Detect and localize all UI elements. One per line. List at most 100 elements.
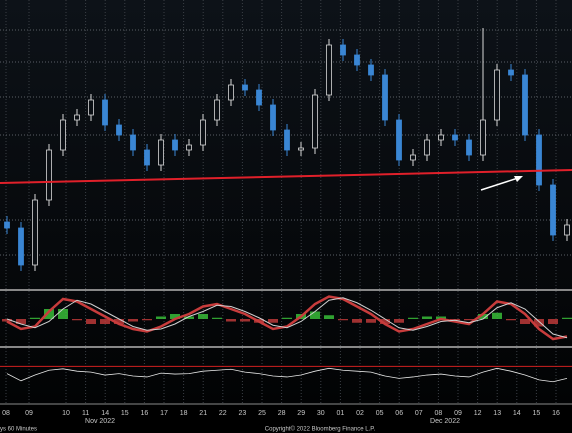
- candle-body: [74, 114, 80, 121]
- histogram-bar: [156, 316, 166, 319]
- annotation-arrow: [480, 176, 523, 191]
- histogram-bar: [16, 319, 26, 324]
- x-tick-label: 15: [121, 410, 129, 417]
- candle-body: [256, 89, 262, 106]
- month-label: Nov 2022: [85, 418, 115, 425]
- candle-body: [284, 129, 290, 151]
- signal-line: [6, 297, 568, 339]
- histogram-bar: [114, 319, 124, 324]
- x-tick-label: 05: [376, 410, 384, 417]
- candle-body: [172, 139, 178, 151]
- x-tick-label: 30: [317, 410, 325, 417]
- candle-body: [144, 149, 150, 166]
- x-tick-label: 13: [493, 410, 501, 417]
- histogram-bar: [44, 309, 54, 319]
- candle-body: [200, 119, 206, 146]
- histogram-bar: [366, 319, 376, 323]
- x-tick-label: 15: [533, 410, 541, 417]
- histogram-bar: [100, 319, 110, 324]
- x-tick-label: 16: [552, 410, 560, 417]
- histogram-bar: [534, 319, 544, 327]
- x-tick-label: 17: [160, 410, 168, 417]
- histogram-bar: [268, 319, 278, 323]
- histogram-bar: [128, 319, 138, 322]
- x-tick-label: 10: [62, 410, 70, 417]
- trendline: [0, 169, 572, 184]
- histogram-bar: [226, 319, 236, 322]
- histogram-bar: [562, 317, 572, 319]
- x-tick-label: 16: [141, 410, 149, 417]
- x-tick-label: 22: [219, 410, 227, 417]
- candle-body: [46, 149, 52, 201]
- histogram-bar: [520, 319, 530, 324]
- candle-body: [452, 134, 458, 141]
- candle-body: [522, 74, 528, 136]
- candle-body: [382, 74, 388, 121]
- x-tick-label: 11: [82, 410, 89, 417]
- histogram-bar: [408, 317, 418, 319]
- candle-body: [480, 119, 486, 156]
- candle-body: [536, 134, 542, 186]
- histogram-bar: [240, 319, 250, 322]
- x-tick-label: 08: [435, 410, 443, 417]
- x-tick-label: 08: [2, 410, 10, 417]
- candle-body: [354, 54, 360, 66]
- candle-body: [494, 69, 500, 121]
- candle-body: [214, 99, 220, 121]
- histogram-bar: [324, 315, 334, 319]
- x-tick-label: 21: [199, 410, 207, 417]
- histogram-bar: [492, 312, 502, 319]
- candle-body: [424, 139, 430, 156]
- histogram-bar: [422, 316, 432, 319]
- histogram-bar: [142, 319, 152, 321]
- histogram-bar: [464, 319, 474, 321]
- histogram-bar: [506, 319, 516, 321]
- x-tick-label: 18: [180, 410, 188, 417]
- plot-background: [0, 0, 572, 405]
- candle-body: [116, 124, 122, 136]
- x-tick-label: 09: [25, 410, 33, 417]
- month-label: Dec 2022: [430, 418, 460, 425]
- x-tick-label: 14: [101, 410, 109, 417]
- x-tick-label: 02: [356, 410, 364, 417]
- candle-body: [130, 134, 136, 151]
- macd-line: [6, 295, 568, 341]
- candle-body: [340, 44, 346, 56]
- candle-body: [564, 224, 570, 236]
- histogram-bar: [184, 316, 194, 319]
- histogram-bar: [282, 317, 292, 319]
- candle-body: [326, 44, 332, 96]
- candle-body: [186, 144, 192, 151]
- x-tick-label: 28: [278, 410, 286, 417]
- candle-body: [312, 94, 318, 149]
- x-tick-label: 25: [258, 410, 266, 417]
- histogram-bar: [352, 319, 362, 323]
- candle-body: [158, 139, 164, 166]
- x-tick-label: 01: [337, 410, 345, 417]
- histogram-bar: [212, 317, 222, 319]
- candle-body: [228, 84, 234, 101]
- x-tick-label: 06: [395, 410, 403, 417]
- candle-body: [298, 147, 304, 151]
- x-tick-label: 29: [297, 410, 305, 417]
- candle-body: [438, 134, 444, 141]
- histogram-bar: [478, 314, 488, 319]
- histogram-bar: [58, 309, 68, 319]
- candle-body: [60, 119, 66, 151]
- candle-body: [508, 69, 514, 76]
- histogram-bar: [72, 319, 82, 321]
- candle-body: [242, 84, 248, 91]
- candle-body: [396, 119, 402, 161]
- histogram-bar: [450, 319, 460, 321]
- histogram-bar: [310, 311, 320, 319]
- candle-body: [368, 64, 374, 76]
- x-tick-label: 12: [474, 410, 482, 417]
- histogram-bar: [380, 319, 390, 324]
- footer-center: Copyright© 2022 Bloomberg Finance L.P.: [265, 426, 376, 433]
- candle-body: [270, 104, 276, 131]
- candle-body: [410, 154, 416, 161]
- histogram-bar: [170, 314, 180, 319]
- candle-body: [88, 99, 94, 116]
- histogram-bar: [198, 314, 208, 319]
